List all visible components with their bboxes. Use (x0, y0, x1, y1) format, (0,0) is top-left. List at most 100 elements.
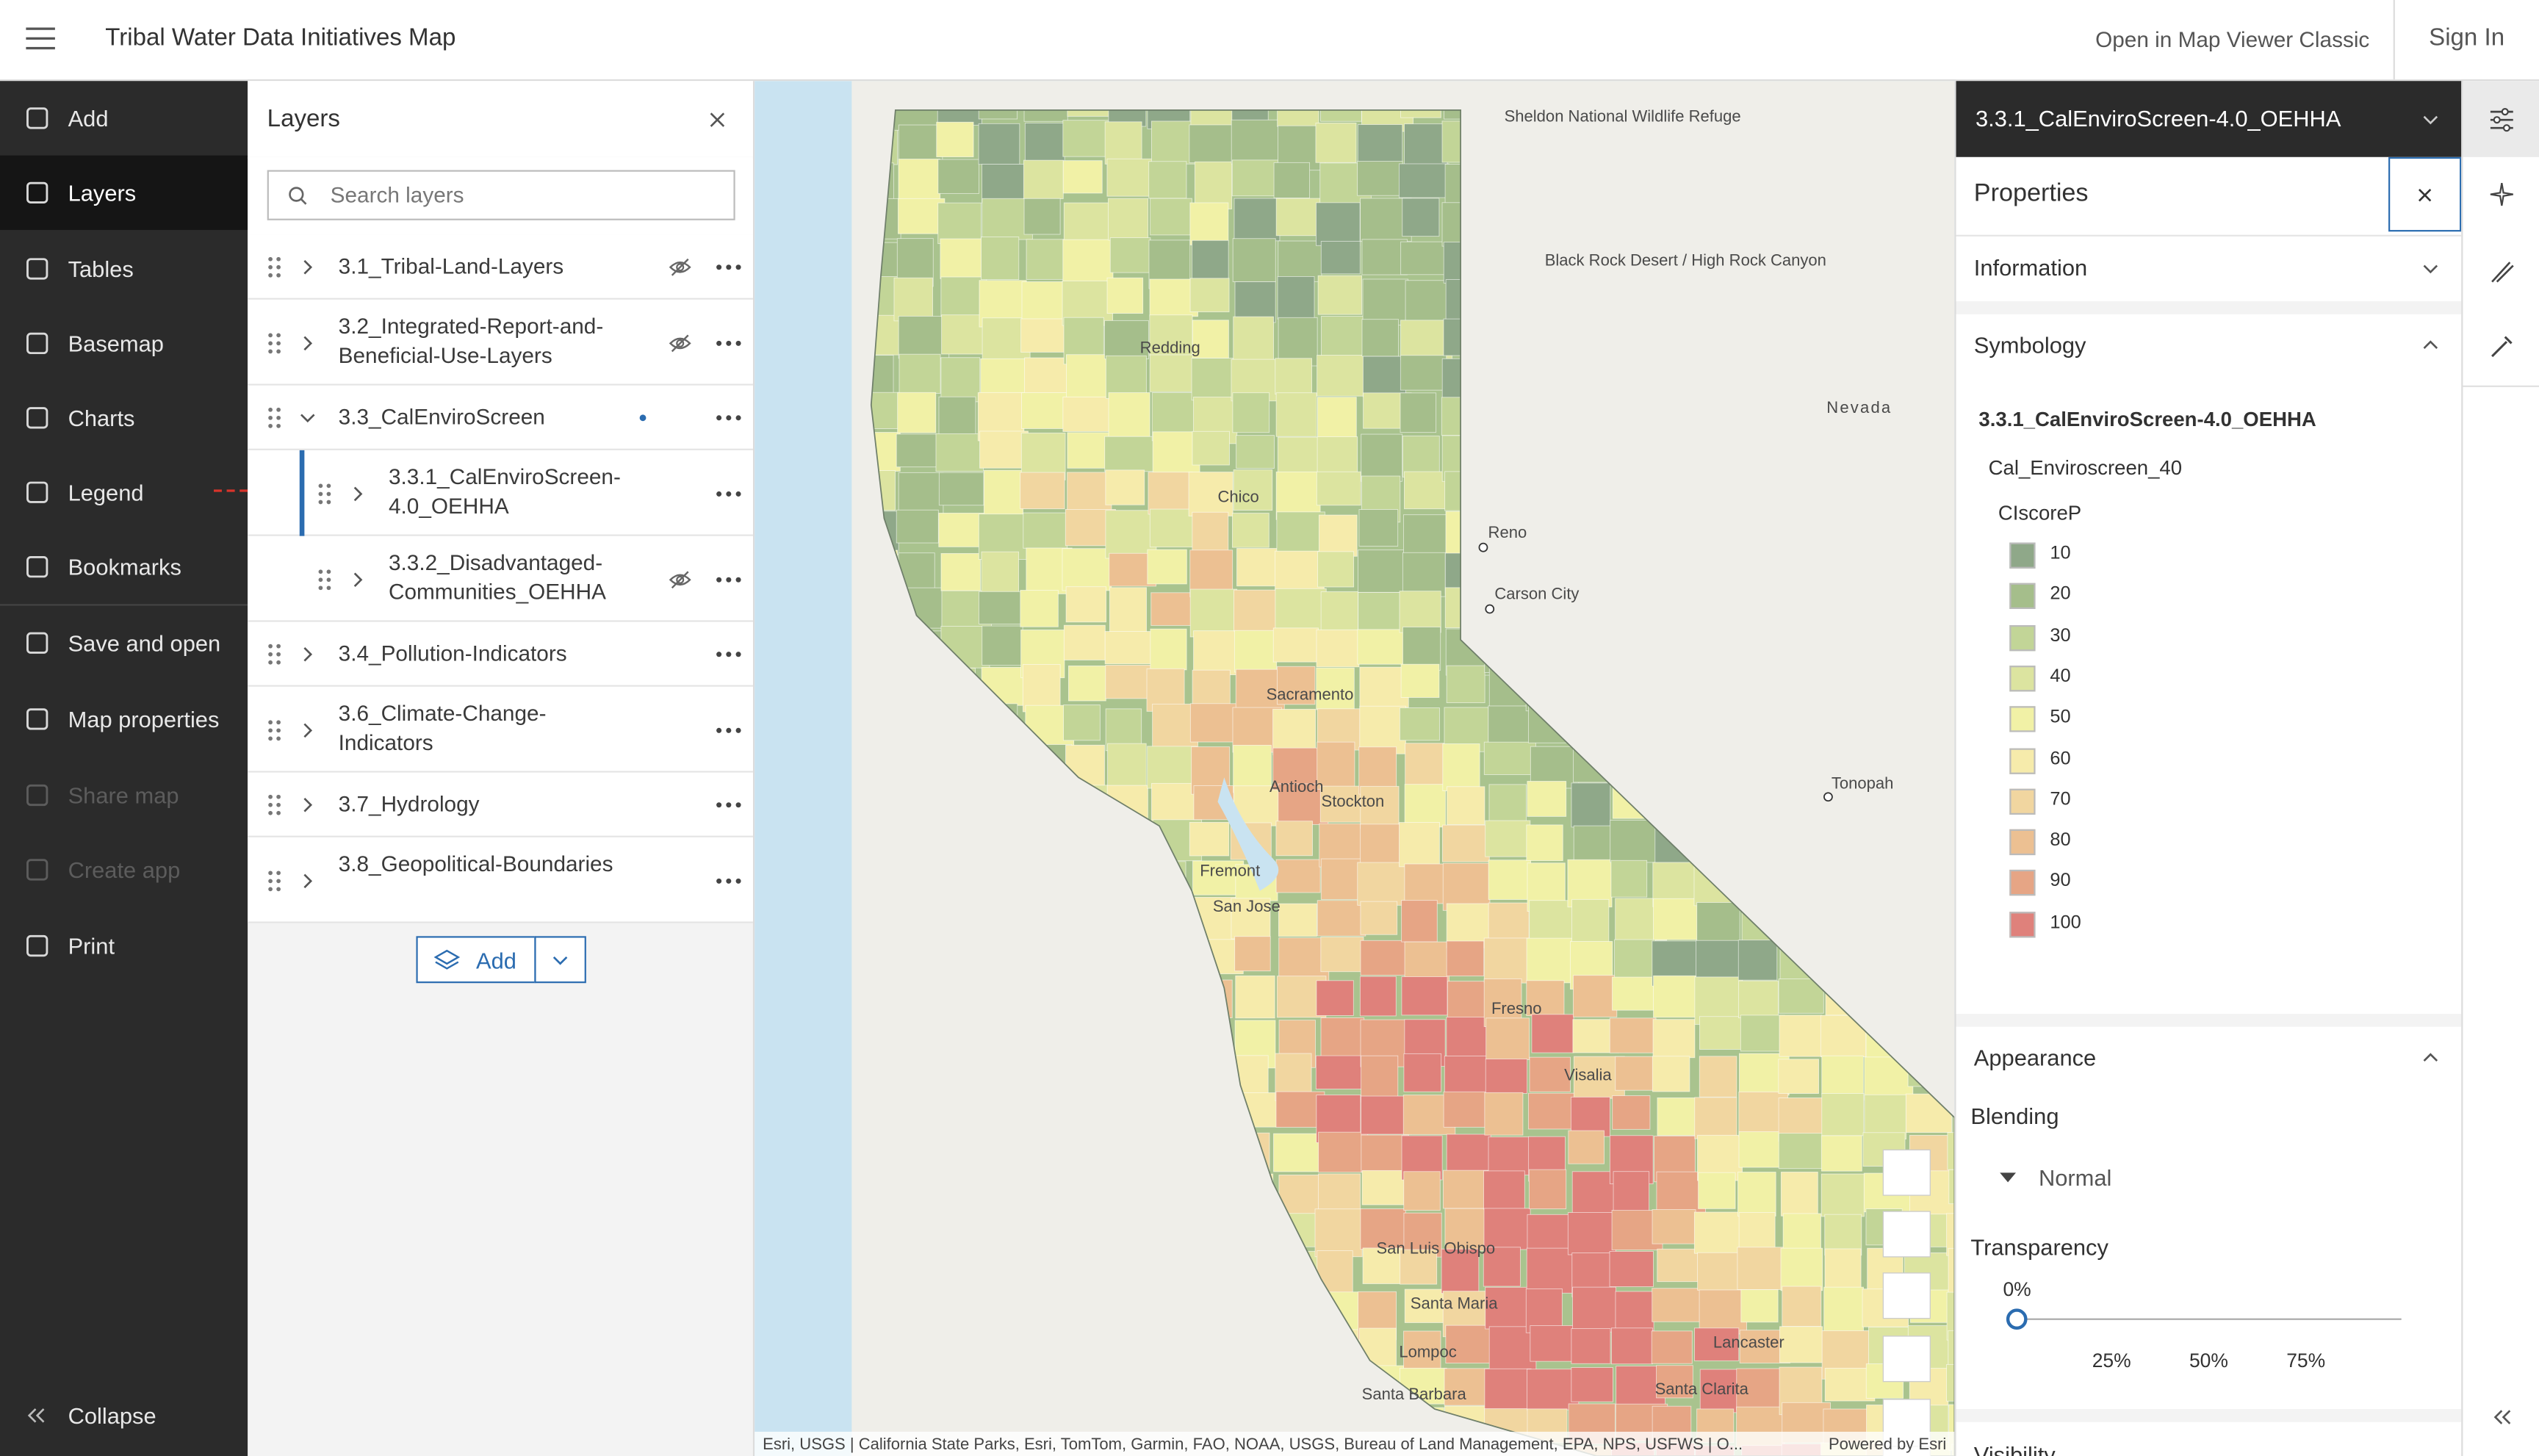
map-tract (1401, 976, 1448, 1016)
add-layer-button[interactable]: Add (416, 936, 536, 984)
nav-item[interactable]: Save and open (0, 606, 248, 680)
map-tract (1315, 1055, 1364, 1089)
layer-row[interactable]: 3.3.2_Disadvantaged-Communities_OEHHA (248, 536, 753, 622)
map-tract (1107, 198, 1149, 241)
layer-row[interactable]: 3.7_Hydrology (248, 772, 753, 837)
map-tract (1278, 903, 1317, 937)
map-tract (1360, 1208, 1406, 1250)
nav-item[interactable]: Print (0, 909, 248, 983)
layer-row[interactable]: 3.3_CalEnviroScreen (248, 385, 753, 450)
map-tract (1948, 1247, 1955, 1294)
layer-row[interactable]: 3.2_Integrated-Report-and-Beneficial-Use… (248, 299, 753, 386)
map-tract (1316, 471, 1361, 506)
map-tract (1484, 1368, 1532, 1416)
map-tract (1483, 741, 1536, 775)
nav-icon (26, 708, 48, 730)
nav-item[interactable]: Basemap (0, 306, 248, 381)
map-tract (1275, 198, 1325, 237)
map-tool-button[interactable] (1882, 1149, 1931, 1196)
more-button (716, 802, 741, 808)
map-tract (1737, 1172, 1776, 1217)
nav-label: Layers (68, 179, 137, 206)
slider-tick-label: 50% (2189, 1349, 2228, 1372)
map-label: Visalia (1564, 1066, 1612, 1084)
map-tract (1192, 320, 1229, 358)
map-tract (1104, 631, 1155, 665)
dropdown-chevron (552, 956, 568, 965)
map-tract (1401, 900, 1438, 943)
sign-in[interactable]: Sign In (2429, 24, 2505, 52)
map-tract (1820, 1135, 1862, 1172)
expand-icon (2493, 1410, 2511, 1424)
map-tract (1446, 665, 1485, 704)
map-tract (1105, 469, 1145, 505)
nav-item[interactable]: Charts (0, 381, 248, 455)
tool-button[interactable] (2487, 332, 2516, 361)
nav-item[interactable]: Collapse (0, 1378, 248, 1452)
map-tract (1485, 1017, 1530, 1060)
chevron (2423, 1053, 2438, 1062)
nav-item[interactable]: Layers (0, 155, 248, 231)
map-tract (896, 509, 939, 544)
nav-item[interactable]: Tables (0, 231, 248, 306)
map-tract (1361, 239, 1408, 275)
classic-link[interactable]: Open in Map Viewer Classic (2095, 27, 2370, 52)
city-dot (1823, 792, 1833, 802)
map-tract (1656, 1365, 1693, 1399)
menu-button[interactable] (26, 26, 55, 51)
layers-panel: Layers Search layers 3.1_Tribal-Land-Layer… (248, 81, 755, 1456)
map-tract (1317, 551, 1355, 588)
close-icon (2418, 189, 2432, 202)
map-tract (1404, 123, 1448, 170)
chevron (2423, 264, 2438, 274)
map-tract (1442, 862, 1491, 911)
map-tract (1400, 241, 1447, 275)
close-button[interactable] (2388, 156, 2462, 232)
map-tract (1231, 898, 1271, 940)
search-box[interactable]: Search layers (267, 170, 735, 220)
nav-item[interactable]: Legend (0, 455, 248, 530)
tool-strip (2461, 81, 2539, 1456)
map-tract (1657, 1248, 1702, 1283)
more-button (716, 576, 741, 582)
layer-row[interactable]: 3.4_Pollution-Indicators (248, 621, 753, 687)
layer-row[interactable]: 3.3.1_CalEnviroScreen-4.0_OEHHA (248, 450, 753, 536)
map-tract (1358, 509, 1399, 547)
layer-row[interactable]: 3.8_Geopolitical-Boundaries (248, 837, 753, 923)
map-tract (1404, 471, 1449, 510)
map-tract (1651, 1330, 1693, 1364)
map-tract (1740, 1289, 1779, 1323)
map-tract (1109, 237, 1151, 273)
tool-button[interactable] (2487, 258, 2516, 287)
more-button (716, 339, 741, 345)
map-tract (1696, 940, 1743, 981)
symbology-section: Symbology 3.3.1_CalEnviroScreen-4.0_OEHHA… (1956, 314, 2462, 1014)
tool-button[interactable] (2487, 180, 2516, 209)
map-tool-button[interactable] (1882, 1336, 1931, 1383)
tool-button[interactable] (2487, 105, 2516, 134)
map-tool-button[interactable] (1882, 1272, 1931, 1319)
slider-thumb[interactable] (2006, 1308, 2028, 1330)
nav-icon (26, 934, 48, 957)
map-tract (1570, 1096, 1610, 1137)
layer-label: 3.1_Tribal-Land-Layers (338, 254, 564, 279)
map-tool-button[interactable] (1882, 1211, 1931, 1258)
map-tract (1357, 161, 1403, 196)
map-tract (1068, 666, 1106, 702)
city-dot (1485, 604, 1495, 614)
map-label: Sacramento (1267, 685, 1354, 703)
nav-item[interactable]: Bookmarks (0, 530, 248, 604)
add-dropdown[interactable] (534, 936, 586, 984)
map-tract (1399, 707, 1440, 741)
nav-item[interactable]: Add (0, 81, 248, 155)
more-button (716, 727, 741, 732)
map-tract (1023, 198, 1061, 235)
layer-row[interactable]: 3.1_Tribal-Land-Layers (248, 234, 753, 300)
map-tract (1614, 939, 1656, 979)
layer-row[interactable]: 3.6_Climate-Change-Indicators (248, 686, 753, 773)
map-tract (1234, 198, 1281, 242)
map-tract (1192, 430, 1230, 466)
map-tract (981, 237, 1020, 281)
map-tract (1530, 1325, 1579, 1362)
nav-item[interactable]: Map properties (0, 682, 248, 756)
